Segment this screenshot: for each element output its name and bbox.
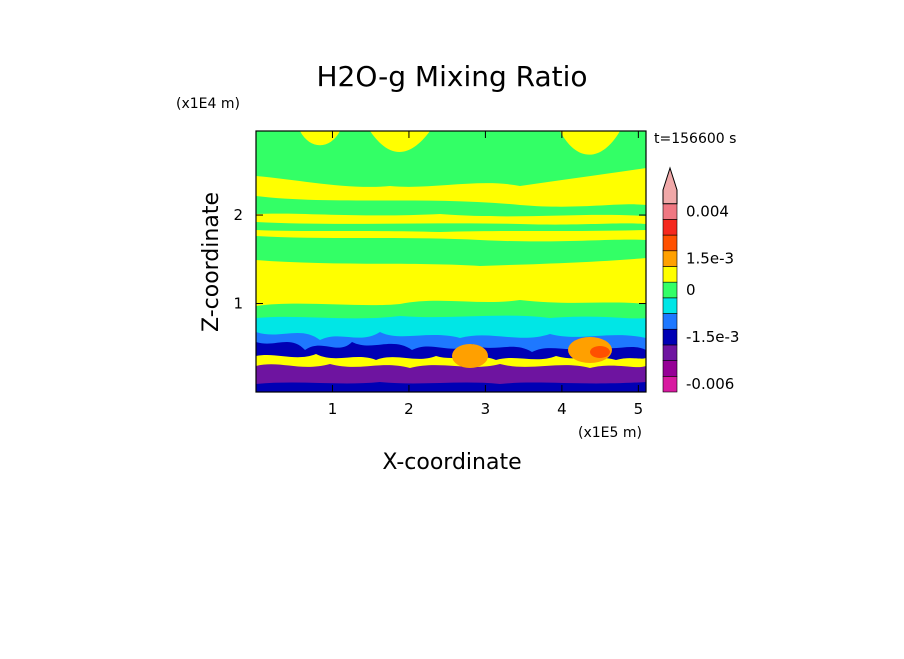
field-orange-cell-1 [452,344,488,368]
colorbar-label: 0 [686,281,696,299]
contour-field [256,131,646,392]
time-stamp: t=156600 s [654,131,736,147]
colorbar-segment [662,297,678,314]
colorbar-segment [662,328,678,346]
y-axis: 12 [233,206,646,313]
colorbar-segment [662,266,678,283]
colorbar-arrow-segment [662,166,678,205]
plot-frame [255,130,647,393]
field-mid-band-1 [256,196,646,217]
x-tick-label: 2 [404,400,414,418]
colorbar-segment [662,344,678,361]
field-bottom-blue [256,382,646,392]
y-tick-label: 2 [233,206,243,224]
colorbar-segment [662,376,678,393]
field-top-pockets [300,131,620,155]
colorbar-segment [662,219,678,236]
x-tick-label: 4 [557,400,567,418]
colorbar: -0.006 -1.5e-3 0 1.5e-3 0.004 [662,166,739,393]
x-axis: 1 2 3 4 5 [328,131,643,418]
colorbar-label: 0.004 [686,203,729,221]
colorbar-segment [662,203,678,220]
x-unit-label: (x1E5 m) [578,425,642,441]
field-mid-band-2 [256,222,646,232]
y-axis-title: Z-coordinate [199,192,224,332]
colorbar-label: 1.5e-3 [686,250,734,268]
y-unit-label: (x1E4 m) [176,96,240,112]
colorbar-segment [662,313,678,330]
colorbar-segment [662,360,678,377]
x-tick-label: 5 [634,400,644,418]
field-red-cell [590,346,610,358]
x-tick-label: 3 [481,400,491,418]
chart-title: H2O-g Mixing Ratio [316,60,587,93]
x-axis-title: X-coordinate [382,450,521,475]
colorbar-segment [662,281,678,299]
x-tick-label: 1 [328,400,338,418]
field-mid-band-3 [256,236,646,266]
field-top-band [256,131,646,187]
colorbar-segment [662,250,678,267]
colorbar-segment [662,234,678,252]
colorbar-label: -1.5e-3 [686,328,739,346]
y-tick-label: 1 [233,295,243,313]
colorbar-label: -0.006 [686,375,734,393]
